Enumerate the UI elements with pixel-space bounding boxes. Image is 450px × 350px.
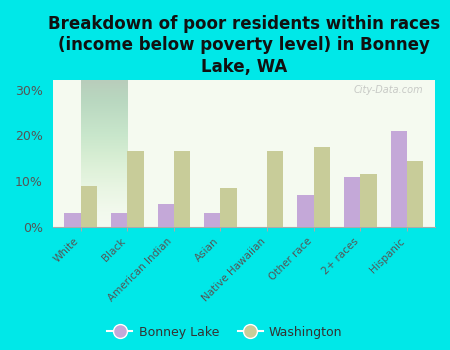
Text: City-Data.com: City-Data.com xyxy=(354,85,423,95)
Bar xyxy=(267,152,284,227)
Bar xyxy=(174,152,190,227)
Legend: Bonney Lake, Washington: Bonney Lake, Washington xyxy=(103,321,347,344)
Bar xyxy=(158,204,174,227)
Bar xyxy=(314,147,330,227)
Bar xyxy=(127,152,144,227)
Bar xyxy=(111,214,127,227)
Bar xyxy=(64,214,81,227)
Bar xyxy=(344,177,360,227)
Title: Breakdown of poor residents within races
(income below poverty level) in Bonney
: Breakdown of poor residents within races… xyxy=(48,15,440,76)
Bar xyxy=(220,188,237,227)
Bar xyxy=(297,195,314,227)
Bar xyxy=(407,161,423,227)
Bar xyxy=(391,131,407,227)
Bar xyxy=(204,214,220,227)
Bar xyxy=(81,186,97,227)
Bar xyxy=(360,174,377,227)
